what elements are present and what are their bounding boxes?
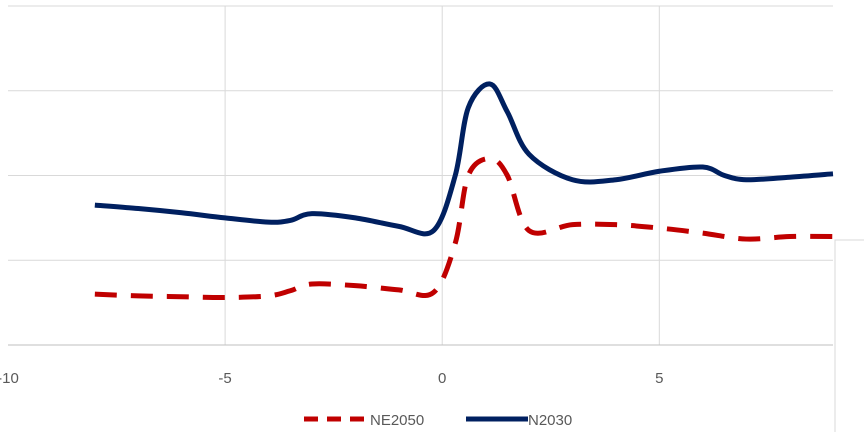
x-tick-label: 5 [655, 370, 663, 387]
x-tick-label: -5 [218, 370, 231, 387]
legend-label-n2030: N2030 [528, 412, 572, 429]
series-lines [94, 81, 834, 301]
x-tick-label: -10 [0, 370, 19, 387]
gridlines [8, 5, 833, 346]
x-tick-label: 0 [438, 370, 446, 387]
series-line-n2030 [94, 81, 834, 237]
x-tick-labels: -10 -5 0 5 [0, 370, 663, 387]
overlay-frame [834, 239, 864, 432]
legend-label-ne2050: NE2050 [370, 412, 424, 429]
legend: NE2050 N2030 [304, 412, 572, 429]
series-line-ne2050 [94, 156, 834, 301]
